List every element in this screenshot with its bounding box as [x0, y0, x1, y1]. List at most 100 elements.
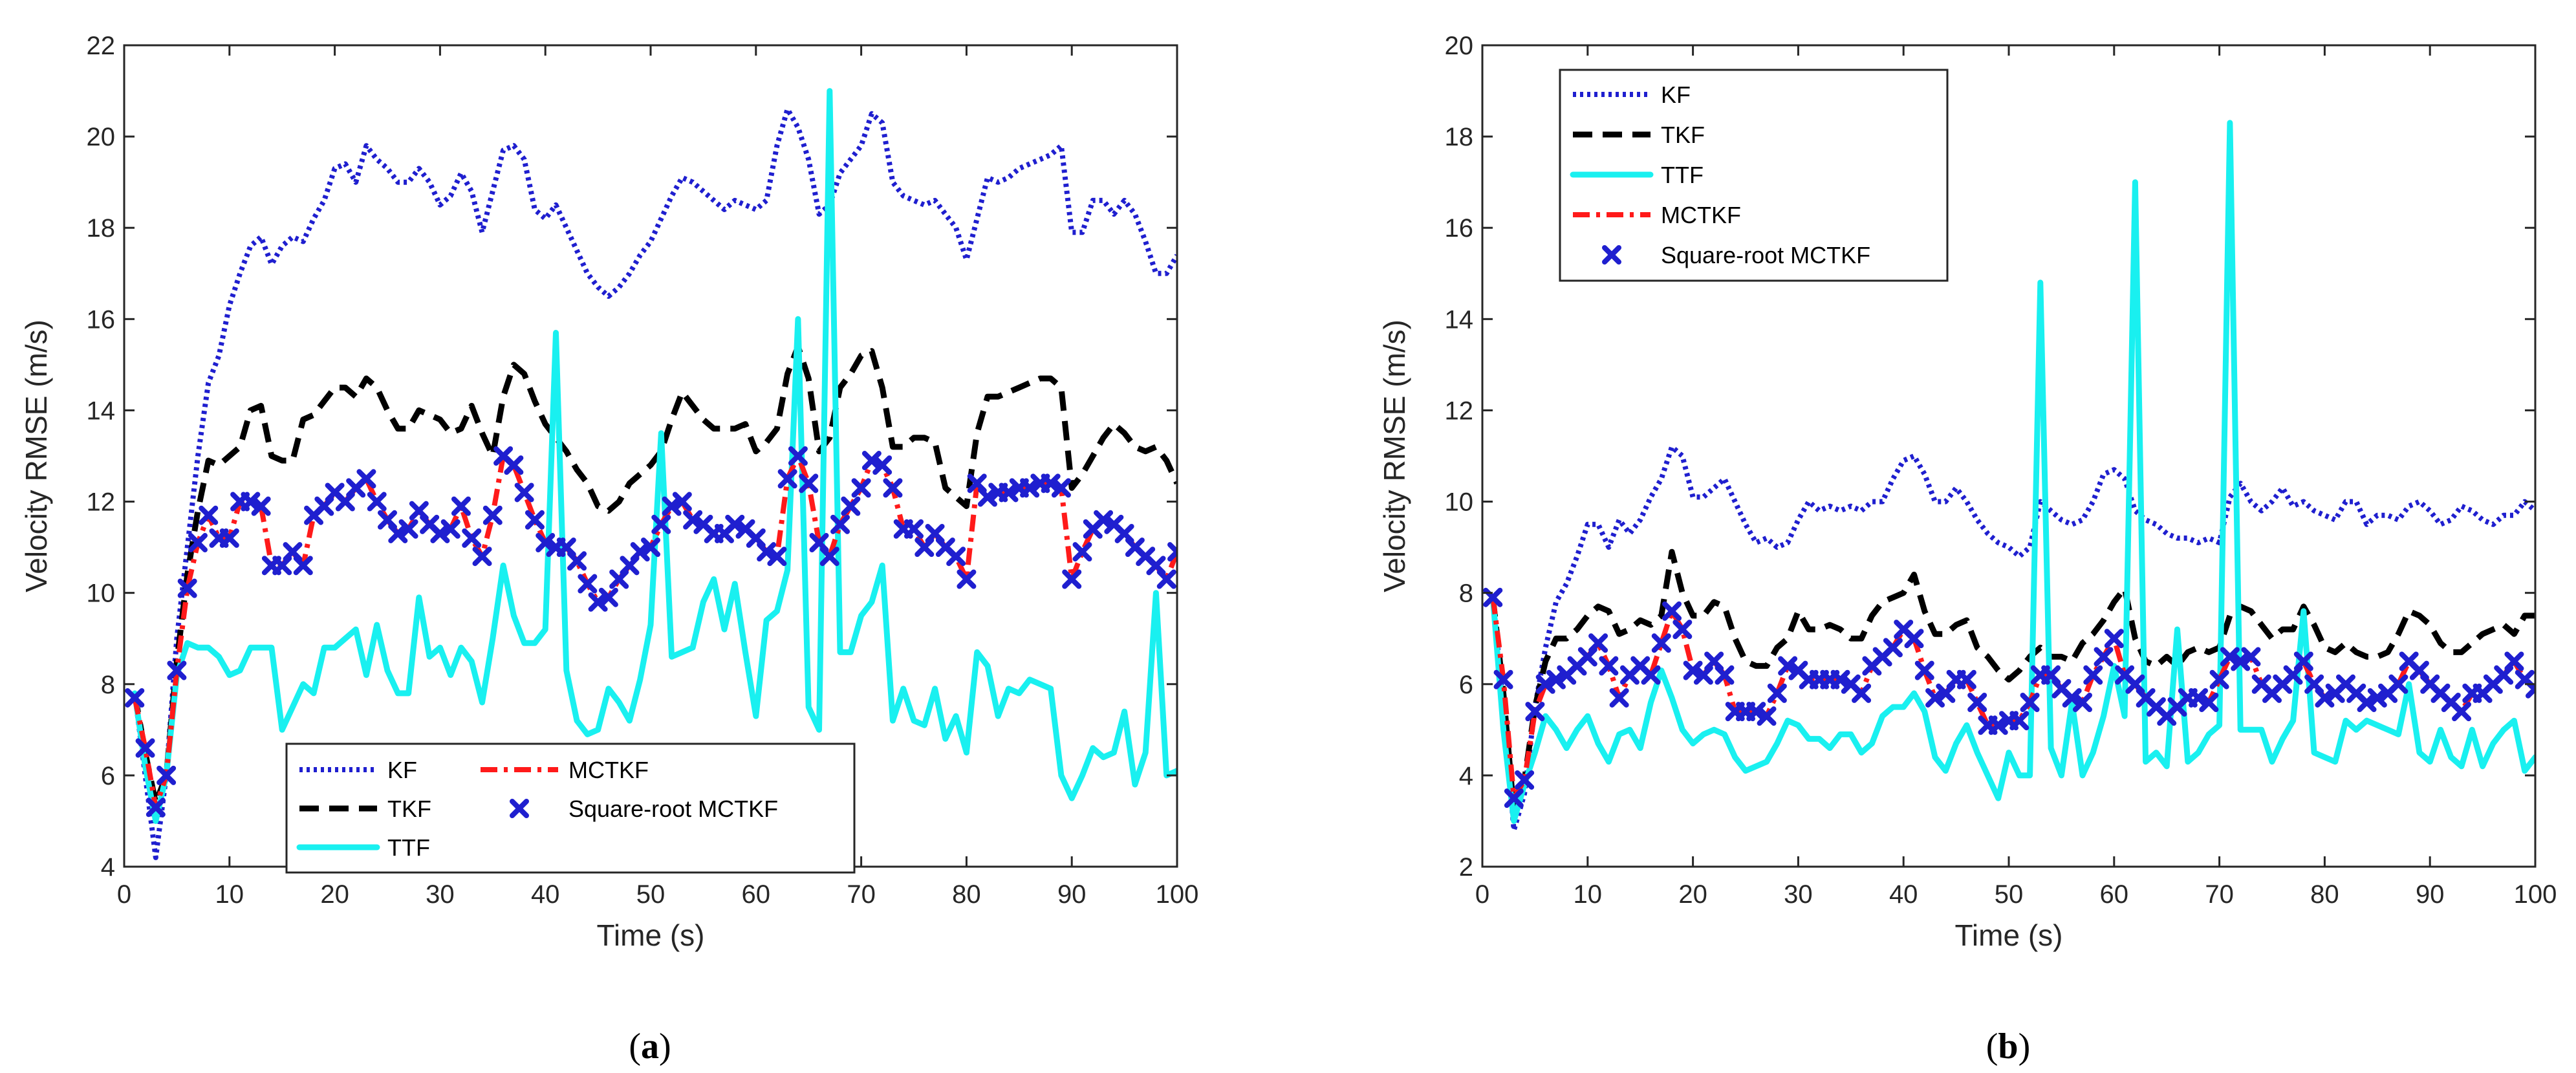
panel-b-ytick-label: 12 [1445, 396, 1474, 425]
panel-a-series-square-root-mctkf-point-stroke-2 [651, 514, 671, 534]
panel-b-series-square-root-mctkf-point [1672, 620, 1693, 640]
panel-b-series-square-root-mctkf-point-stroke-2 [2094, 647, 2114, 667]
panel-a-series-square-root-mctkf-point [219, 528, 239, 548]
panel-a-series-square-root-mctkf-point [1156, 569, 1176, 589]
panel-b-caption-open: ( [1986, 1026, 1998, 1067]
panel-b-series-square-root-mctkf-point [1493, 669, 1513, 689]
panel-b-series-square-root-mctkf-point-stroke-2 [2293, 651, 2313, 671]
panel-b-series-square-root-mctkf-point-stroke-2 [2041, 665, 2061, 685]
panel-b-series-square-root-mctkf-point-stroke-2 [2388, 674, 2408, 694]
panel-a-series-square-root-mctkf-point-stroke-2 [630, 542, 650, 562]
panel-a-series-square-root-mctkf-point-stroke-2 [167, 660, 187, 680]
panel-b-series-square-root-mctkf-point [1504, 788, 1524, 808]
panel-b-series-square-root-mctkf-point-stroke-2 [1672, 620, 1693, 640]
panel-a-legend-item-ttf: TTF [296, 834, 430, 861]
panel-b-series-square-root-mctkf-point-stroke-2 [2420, 674, 2440, 694]
panel-b-series-square-root-mctkf-point-stroke-2 [2526, 685, 2535, 699]
panel-a-series-square-root-mctkf-point [1051, 478, 1071, 498]
panel-b-series-square-root-mctkf-point-stroke-2 [2430, 683, 2451, 703]
panel-b-series-square-root-mctkf-point-stroke-2 [2409, 660, 2429, 680]
panel-a-series-square-root-mctkf-point-stroke-2 [999, 482, 1019, 503]
panel-b-series-square-root-mctkf-point [2388, 674, 2408, 694]
panel-b-series-square-root-mctkf-point-stroke-2 [1515, 770, 1535, 790]
panel-b-ytick-label: 10 [1445, 488, 1474, 517]
panel-a-ytick-label: 22 [87, 32, 116, 60]
panel-a-series-square-root-mctkf-point [672, 492, 692, 512]
panel-a-legend-item-mctkf-label: MCTKF [568, 757, 649, 783]
panel-a-legend-item-ttf-label: TTF [387, 834, 430, 861]
panel-a-series-square-root-mctkf-point [525, 510, 545, 530]
panel-a-series-square-root-mctkf-point [883, 478, 903, 498]
panel-a-series-square-root-mctkf-point-stroke-2 [367, 492, 387, 512]
panel-b-xtick-label: 40 [1889, 880, 1918, 909]
panel-a-caption-open: ( [629, 1026, 641, 1067]
panel-a-series-square-root-mctkf-point-stroke-2 [1114, 523, 1134, 543]
panel-b-series-square-root-mctkf-point [2504, 651, 2524, 671]
panel-b-series-square-root-mctkf-point-stroke-2 [1504, 788, 1524, 808]
panel-a-series-square-root-mctkf-point-stroke-2 [293, 556, 313, 576]
panel-a-series-square-root-mctkf-point-stroke-2 [556, 537, 576, 558]
panel-b-series-square-root-mctkf-point-stroke-2 [2104, 629, 2124, 649]
panel-a-series-square-root-mctkf-point-stroke-2 [735, 519, 755, 539]
panel-a-ytick-label: 4 [101, 853, 115, 882]
panel-a-series-square-root-mctkf-point-stroke-2 [788, 446, 808, 466]
panel-a-legend-item-tkf-label: TKF [387, 796, 431, 822]
panel-a-xtick-label: 30 [426, 880, 455, 909]
panel-b-series-square-root-mctkf-point-stroke-2 [2241, 647, 2261, 667]
panel-b-legend-item-ttf: TTF [1570, 162, 1704, 188]
panel-a-series-square-root-mctkf-point [651, 514, 671, 534]
panel-b-xtick-label: 20 [1678, 880, 1707, 909]
panel-b-series-square-root-mctkf-point [1651, 633, 1671, 653]
panel-a-xtick-label: 0 [117, 880, 131, 909]
panel-b-series-mctkf-line [1490, 597, 2535, 801]
panel-b-series-square-root-mctkf-point-stroke-2 [2115, 665, 2135, 685]
panel-b-legend-item-mctkf: MCTKF [1573, 202, 1741, 228]
panel-b-series-square-root-mctkf-point [1767, 683, 1787, 703]
panel-a-series-square-root-mctkf-point [777, 469, 797, 489]
panel-a-series-square-root-mctkf-point-stroke-2 [1156, 569, 1176, 589]
panel-a-legend-item-square-root-mctkf-marker [510, 799, 529, 818]
panel-b-xtick-label: 90 [2416, 880, 2445, 909]
panel-b-series-square-root-mctkf-point-stroke-2 [2020, 693, 2040, 712]
panel-a-legend-item-tkf: TKF [299, 796, 431, 822]
panel-b-series-square-root-mctkf-point-stroke-2 [2251, 674, 2271, 694]
panel-b-series-square-root-mctkf-point-stroke-2 [2335, 674, 2355, 694]
panel-b-series-square-root-mctkf-point-stroke-2 [2199, 693, 2219, 712]
panel-a-series-square-root-mctkf-point-stroke-2 [935, 537, 955, 558]
panel-a-series-square-root-mctkf-point-stroke-2 [1020, 478, 1040, 498]
panel-a-legend-item-square-root-mctkf-marker-stroke-2 [510, 799, 529, 818]
panel-b-ytick-label: 6 [1459, 671, 1473, 699]
panel-a-caption-close: ) [659, 1026, 671, 1067]
panel-b-caption-close: ) [2019, 1026, 2031, 1067]
panel-a-series-square-root-mctkf-point [356, 469, 376, 489]
panel-a-series-square-root-mctkf-point [293, 556, 313, 576]
panel-b-series-square-root-mctkf-point-stroke-2 [2304, 674, 2324, 694]
panel-a-series-square-root-mctkf-point-stroke-2 [462, 528, 482, 548]
panel-b-series-square-root-mctkf-point-stroke-2 [1841, 674, 1861, 694]
panel-a-legend-box [285, 742, 856, 874]
panel-b-series-square-root-mctkf-point-stroke-2 [2009, 711, 2029, 731]
panel-a-series-square-root-mctkf-point [146, 797, 166, 818]
panel-b-series-square-root-mctkf-point-stroke-2 [2452, 702, 2472, 722]
panel-b-series-square-root-mctkf-point [2452, 702, 2472, 722]
panel-b-ytick-label: 8 [1459, 580, 1473, 608]
panel-a-xtick-label: 60 [742, 880, 771, 909]
panel-a-series-square-root-mctkf-point [788, 446, 808, 466]
panel-a-ytick-label: 18 [87, 214, 116, 243]
panel-a-series-square-root-mctkf-point-stroke-2 [378, 510, 397, 530]
panel-a-series-square-root-mctkf-point-stroke-2 [420, 514, 440, 534]
panel-a-series-square-root-mctkf-point-stroke-2 [672, 492, 692, 512]
panel-b-series-square-root-mctkf-point-stroke-2 [2146, 697, 2166, 717]
panel-b-series-square-root-mctkf-point-stroke-2 [1630, 656, 1651, 676]
panel-a-legend-item-kf: KF [299, 757, 417, 783]
panel-a-series-square-root-mctkf-point-stroke-2 [777, 469, 797, 489]
panel-a-series-square-root-mctkf-point-stroke-2 [809, 533, 829, 553]
panel-b-series-square-root-mctkf-point [1525, 702, 1545, 722]
panel-b-series-square-root-mctkf-point-stroke-2 [1609, 688, 1629, 708]
panel-a-series-square-root-mctkf-point-stroke-2 [525, 510, 545, 530]
panel-a-series-square-root-mctkf-point [472, 547, 492, 567]
panel-b-series-square-root-mctkf-point-stroke-2 [2209, 669, 2229, 689]
panel-a-series-square-root-mctkf-point-stroke-2 [925, 523, 945, 543]
panel-b-ytick-label: 20 [1445, 32, 1474, 60]
